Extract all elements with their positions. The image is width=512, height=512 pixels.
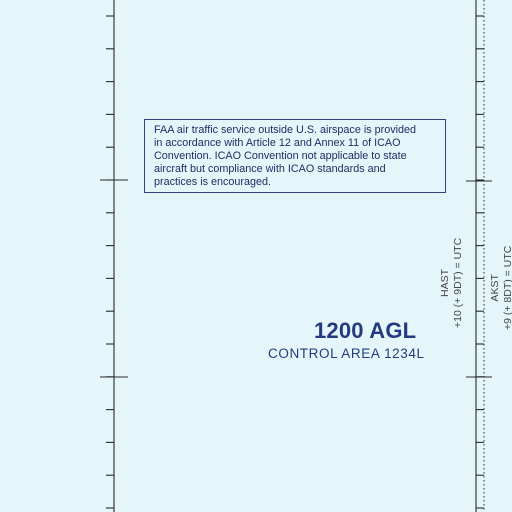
airspace-floor-label: 1200 AGL (314, 318, 417, 343)
notice-line: Convention. ICAO Convention not applicab… (154, 150, 407, 162)
akst-zone-name: AKST (489, 274, 501, 302)
akst-time-zone-label: AKST +9 (+ 8DT) = UTC (489, 246, 512, 330)
hast-time-zone-label: HAST +10 (+ 9DT) = UTC (439, 238, 465, 328)
control-area-label: CONTROL AREA 1234L (268, 346, 425, 361)
notice-line: FAA air traffic service outside U.S. air… (154, 124, 417, 136)
notice-line: in accordance with Article 12 and Annex … (154, 137, 401, 149)
hast-zone-name: HAST (439, 268, 451, 297)
icao-notice-box: FAA air traffic service outside U.S. air… (144, 119, 446, 193)
akst-zone-offset: +9 (+ 8DT) = UTC (502, 245, 512, 330)
notice-line: practices is encouraged. (154, 176, 272, 188)
notice-line: aircraft but compliance with ICAO standa… (154, 163, 386, 175)
hast-zone-offset: +10 (+ 9DT) = UTC (452, 237, 464, 328)
